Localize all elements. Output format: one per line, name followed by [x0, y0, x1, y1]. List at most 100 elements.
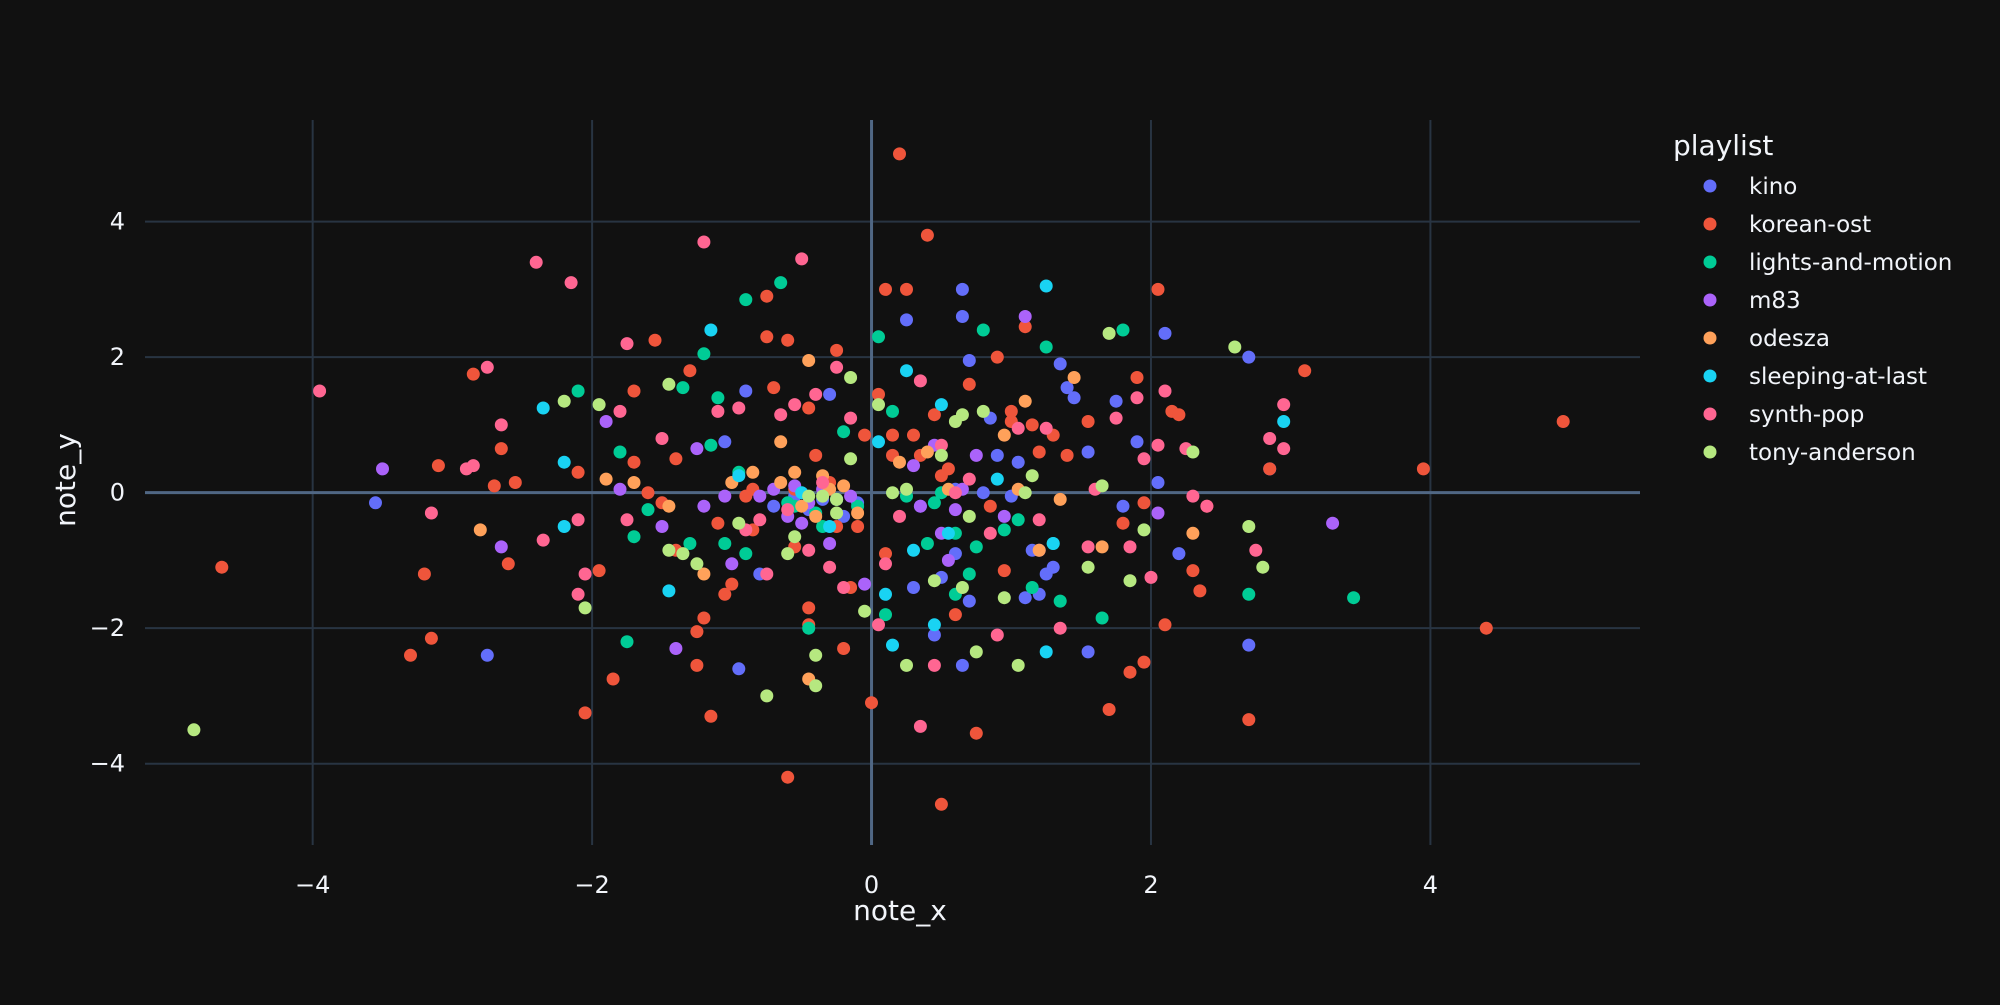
data-point[interactable] [606, 672, 620, 686]
data-point[interactable] [1039, 421, 1053, 435]
legend-item-synth-pop[interactable]: synth-pop [1703, 402, 1865, 428]
data-point[interactable] [997, 591, 1011, 605]
data-point[interactable] [927, 618, 941, 632]
data-point[interactable] [886, 486, 899, 500]
data-point[interactable] [704, 323, 718, 337]
data-point[interactable] [969, 726, 983, 740]
data-point[interactable] [1018, 486, 1032, 500]
data-point[interactable] [1151, 506, 1165, 520]
data-point[interactable] [927, 574, 941, 588]
data-point[interactable] [900, 313, 913, 327]
data-point[interactable] [1151, 438, 1165, 452]
legend-item-sleeping-at-last[interactable]: sleeping-at-last [1703, 364, 1928, 390]
data-point[interactable] [955, 581, 969, 594]
data-point[interactable] [1081, 560, 1095, 574]
data-point[interactable] [886, 404, 899, 418]
data-point[interactable] [732, 469, 746, 483]
data-point[interactable] [1298, 364, 1312, 378]
data-point[interactable] [508, 476, 522, 489]
data-point[interactable] [948, 503, 962, 517]
data-point[interactable] [571, 587, 585, 601]
data-point[interactable] [480, 360, 494, 374]
data-point[interactable] [1095, 540, 1109, 554]
data-point[interactable] [1011, 513, 1025, 527]
data-point[interactable] [1011, 455, 1025, 469]
data-point[interactable] [187, 723, 201, 737]
data-point[interactable] [997, 509, 1011, 523]
data-point[interactable] [662, 377, 676, 391]
data-point[interactable] [844, 489, 858, 503]
data-point[interactable] [501, 557, 515, 571]
data-point[interactable] [990, 448, 1004, 462]
data-point[interactable] [879, 282, 892, 296]
data-point[interactable] [830, 506, 844, 520]
data-point[interactable] [1151, 476, 1165, 489]
data-point[interactable] [913, 374, 927, 388]
data-point[interactable] [1263, 462, 1277, 476]
data-point[interactable] [760, 330, 774, 344]
data-point[interactable] [795, 252, 809, 266]
data-point[interactable] [676, 547, 690, 561]
data-point[interactable] [732, 401, 746, 415]
data-point[interactable] [690, 625, 704, 639]
data-point[interactable] [962, 567, 976, 581]
data-point[interactable] [1158, 618, 1172, 632]
data-point[interactable] [1151, 282, 1165, 296]
data-point[interactable] [955, 310, 969, 323]
data-point[interactable] [1032, 543, 1046, 557]
data-point[interactable] [934, 797, 948, 811]
data-point[interactable] [920, 537, 934, 550]
data-point[interactable] [962, 472, 976, 486]
data-point[interactable] [879, 557, 892, 571]
data-point[interactable] [983, 499, 997, 513]
data-point[interactable] [844, 371, 858, 384]
data-point[interactable] [1109, 411, 1123, 425]
data-point[interactable] [997, 523, 1011, 537]
data-point[interactable] [613, 445, 627, 459]
data-point[interactable] [1039, 279, 1053, 293]
data-point[interactable] [571, 513, 585, 527]
data-point[interactable] [739, 384, 753, 398]
data-point[interactable] [655, 432, 669, 445]
data-point[interactable] [767, 381, 781, 395]
data-point[interactable] [697, 567, 711, 581]
data-point[interactable] [941, 526, 955, 540]
data-point[interactable] [578, 601, 592, 615]
data-point[interactable] [697, 347, 711, 361]
data-point[interactable] [1081, 415, 1095, 428]
data-point[interactable] [313, 384, 327, 398]
data-point[interactable] [872, 398, 885, 412]
data-point[interactable] [662, 543, 676, 557]
data-point[interactable] [564, 276, 578, 290]
data-point[interactable] [613, 482, 627, 496]
data-point[interactable] [907, 581, 920, 594]
data-point[interactable] [1109, 394, 1123, 408]
data-point[interactable] [823, 520, 837, 533]
data-point[interactable] [976, 486, 990, 500]
data-point[interactable] [613, 404, 627, 418]
data-point[interactable] [1228, 340, 1242, 354]
legend-item-m83[interactable]: m83 [1703, 288, 1801, 314]
legend-item-tony-anderson[interactable]: tony-anderson [1703, 440, 1916, 466]
data-point[interactable] [1053, 357, 1067, 371]
data-point[interactable] [1081, 645, 1095, 659]
data-point[interactable] [1200, 499, 1214, 513]
data-point[interactable] [837, 642, 851, 655]
data-point[interactable] [1242, 638, 1256, 652]
data-point[interactable] [1256, 560, 1270, 574]
data-point[interactable] [920, 445, 934, 459]
data-point[interactable] [571, 465, 585, 479]
data-point[interactable] [1060, 448, 1074, 462]
data-point[interactable] [690, 442, 704, 456]
data-point[interactable] [620, 337, 634, 351]
data-point[interactable] [1039, 645, 1053, 659]
data-point[interactable] [683, 364, 697, 378]
data-point[interactable] [1277, 415, 1291, 428]
data-point[interactable] [536, 401, 550, 415]
data-point[interactable] [557, 455, 571, 469]
data-point[interactable] [1158, 384, 1172, 398]
data-point[interactable] [1186, 564, 1200, 578]
data-point[interactable] [990, 350, 1004, 364]
data-point[interactable] [809, 679, 823, 693]
data-point[interactable] [872, 330, 885, 344]
